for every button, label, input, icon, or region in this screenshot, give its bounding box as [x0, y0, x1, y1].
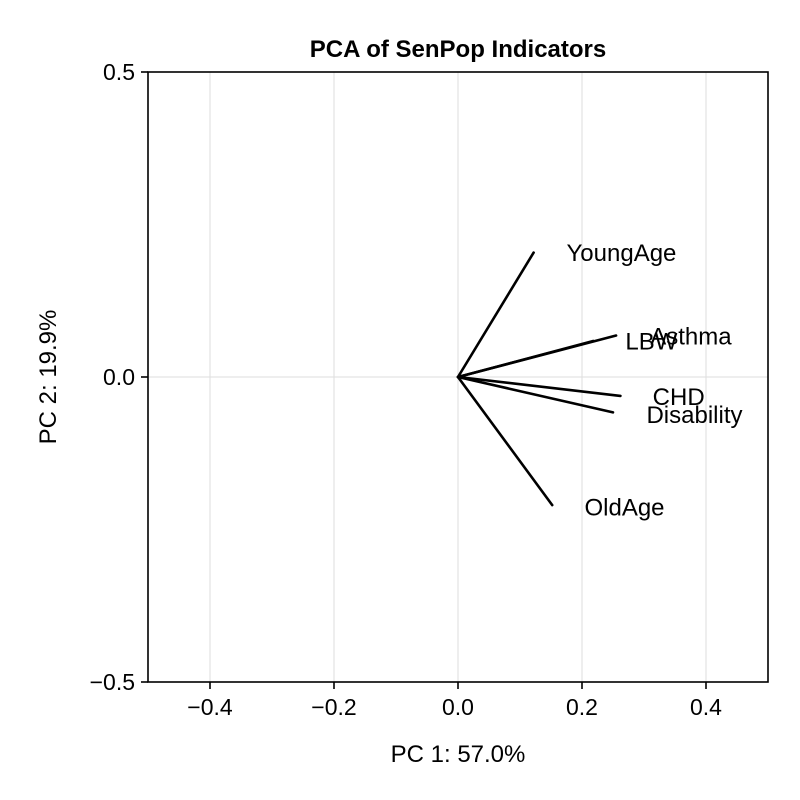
vector-label-lbw: LBW — [625, 329, 677, 356]
vector-label-chd: CHD — [653, 384, 705, 411]
x-tick-label: −0.4 — [187, 694, 233, 720]
vector-oldage — [456, 375, 554, 507]
chart-title: PCA of SenPop Indicators — [310, 36, 606, 63]
y-tick-label: 0.0 — [103, 364, 135, 390]
vector-chd — [456, 375, 622, 398]
y-tick-label: 0.5 — [103, 59, 135, 85]
vector-label-disability: Disability — [646, 402, 742, 429]
x-tick-label: 0.2 — [566, 694, 598, 720]
loading-vectors — [456, 251, 622, 507]
axis-ticks: −0.4 −0.2 0.0 0.2 0.4 −0.5 0.0 0.5 — [90, 59, 723, 720]
x-tick-label: −0.2 — [311, 694, 356, 720]
vector-youngage — [456, 251, 535, 379]
vector-label-youngage: YoungAge — [567, 240, 677, 267]
vector-label-oldage: OldAge — [584, 495, 664, 522]
x-axis-label: PC 1: 57.0% — [391, 741, 526, 768]
vector-lbw — [456, 339, 595, 379]
vector-label-asthma: Asthma — [650, 324, 732, 351]
x-tick-label: 0.4 — [690, 694, 722, 720]
y-tick-label: −0.5 — [90, 669, 135, 695]
x-tick-label: 0.0 — [442, 694, 474, 720]
vector-disability — [456, 375, 615, 414]
y-axis-label: PC 2: 19.9% — [35, 310, 62, 445]
